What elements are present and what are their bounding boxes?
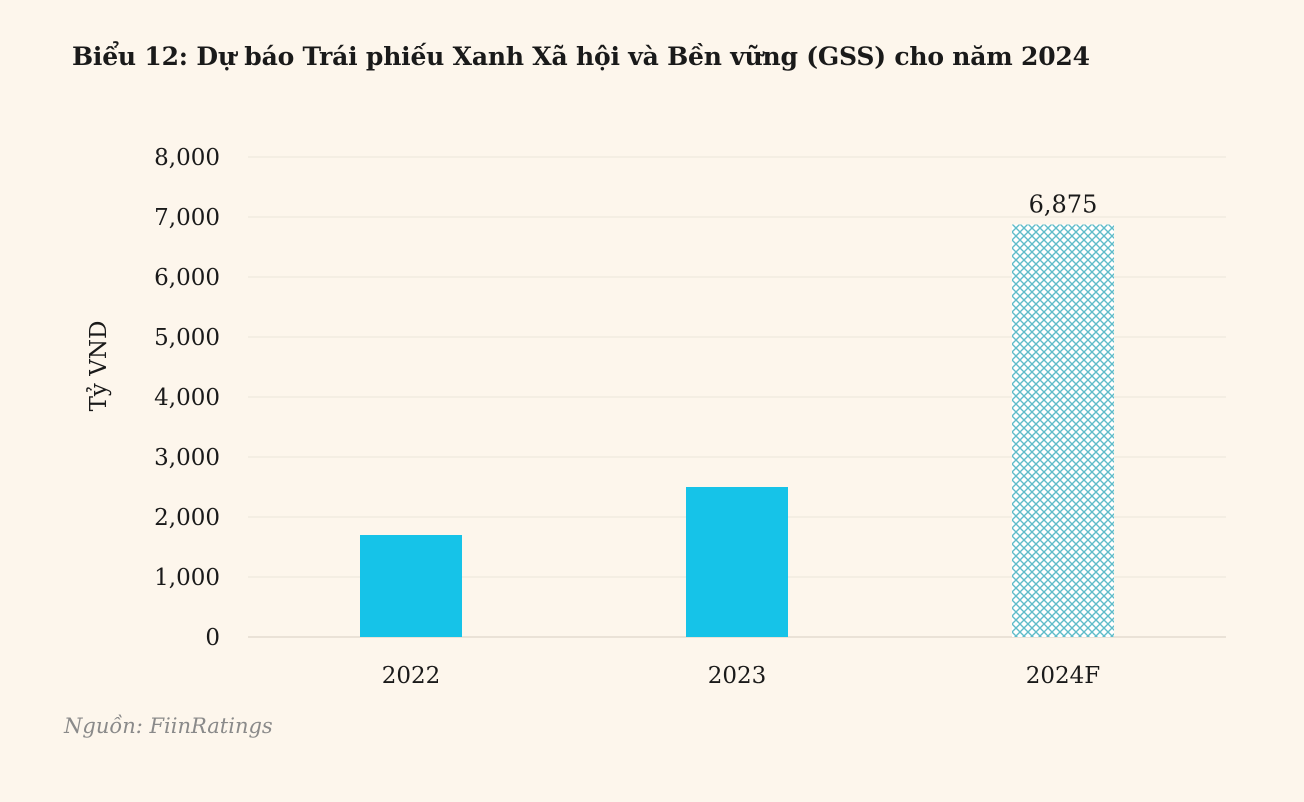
data-label: 6,875 (1029, 191, 1098, 219)
y-tick-label: 8,000 (154, 145, 220, 171)
y-axis-ticks: 0 1,000 2,000 3,000 4,000 5,000 6,000 7,000 8,00… (154, 145, 220, 651)
y-tick-label: 1,000 (154, 565, 220, 591)
x-axis-labels: 2022 2023 2024F (382, 663, 1101, 689)
y-tick-label: 6,000 (154, 265, 220, 291)
bar-2024f (1012, 224, 1114, 637)
source-note: Nguồn: FiinRatings (64, 714, 273, 738)
y-tick-label: 7,000 (154, 205, 220, 231)
bar-2023 (686, 487, 788, 637)
y-tick-label: 0 (205, 625, 220, 651)
x-tick-label: 2022 (382, 663, 441, 689)
data-labels: 6,875 (1029, 191, 1098, 219)
x-tick-label: 2024F (1026, 663, 1101, 689)
y-tick-label: 2,000 (154, 505, 220, 531)
x-tick-label: 2023 (708, 663, 767, 689)
y-axis-title: Tỷ VND (86, 321, 112, 412)
y-tick-label: 3,000 (154, 445, 220, 471)
y-tick-label: 5,000 (154, 325, 220, 351)
chart-title: Biểu 12: Dự báo Trái phiếu Xanh Xã hội v… (72, 42, 1090, 71)
y-tick-label: 4,000 (154, 385, 220, 411)
bars (360, 224, 1114, 637)
bar-2022 (360, 535, 462, 637)
